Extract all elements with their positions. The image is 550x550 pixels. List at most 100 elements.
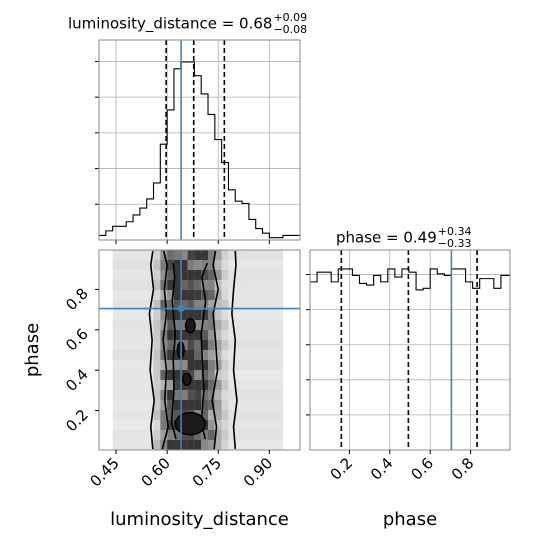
density-cell (228, 420, 283, 430)
density-cell (208, 380, 215, 390)
density-cell (173, 410, 181, 420)
density-cell (173, 290, 181, 300)
density-cell (194, 250, 202, 260)
density-cell (160, 430, 168, 440)
density-cell (153, 320, 161, 330)
density-cell (112, 390, 154, 400)
density-cell (228, 270, 283, 280)
density-cell (201, 440, 209, 450)
density-cell (180, 260, 188, 270)
density-cell (208, 350, 215, 360)
density-cell (180, 360, 188, 370)
density-cell (167, 330, 174, 340)
density-cell (214, 280, 222, 290)
density-cell (187, 280, 195, 290)
density-cell (208, 250, 215, 260)
density-cell (228, 380, 283, 390)
density-cell (167, 280, 174, 290)
density-cell (153, 430, 161, 440)
density-cell (208, 410, 215, 420)
density-cell (228, 330, 283, 340)
density-cell (201, 330, 209, 340)
density-cell (112, 360, 154, 370)
density-cell (201, 350, 209, 360)
density-cell (194, 400, 202, 410)
x-tick-label: 0.90 (240, 454, 276, 490)
density-cell (187, 370, 195, 380)
hist-phase-frame (309, 249, 511, 451)
x-tick-label: 0.2 (327, 454, 357, 484)
density-cell (221, 300, 229, 310)
density-cell (214, 300, 222, 310)
density-cell (201, 310, 209, 320)
density-cell (180, 380, 188, 390)
density-cell (167, 290, 174, 300)
density-cell (167, 370, 174, 380)
density-cell (194, 300, 202, 310)
density-cell (112, 380, 154, 390)
density-cell (214, 390, 222, 400)
density-cell (112, 300, 154, 310)
density-cell (153, 280, 161, 290)
density-cell (221, 420, 229, 430)
title-luminosity-distance: luminosity_distance = 0.68 +0.09 −0.08 (68, 12, 307, 36)
x-tick-label: 0.6 (407, 454, 437, 484)
density-cell (173, 270, 181, 280)
density-cell (160, 370, 168, 380)
density-cell (221, 260, 229, 270)
density-cell (208, 420, 215, 430)
density-cell (221, 430, 229, 440)
density-cell (201, 360, 209, 370)
density-cell (180, 330, 188, 340)
density-cell (221, 410, 229, 420)
density-cell (228, 320, 283, 330)
density-cell (201, 320, 209, 330)
density-cell (214, 290, 222, 300)
density-cell (194, 390, 202, 400)
density-cell (187, 400, 195, 410)
density-cell (221, 310, 229, 320)
title-plus: +0.34 (437, 225, 472, 238)
density-cell (214, 320, 222, 330)
y-tick-label: 0.4 (62, 365, 92, 395)
density-cell (160, 300, 168, 310)
density-cell (187, 300, 195, 310)
x-tick-label: 0.45 (87, 454, 123, 490)
contour-blob (174, 411, 206, 436)
hist-luminosity-distance-frame (98, 39, 301, 241)
density-cell (187, 250, 195, 260)
density-cell (187, 360, 195, 370)
density-cell (187, 350, 195, 360)
contour-line (161, 250, 169, 450)
density-cell (214, 410, 222, 420)
density-cell (228, 410, 283, 420)
density-cell (167, 320, 174, 330)
density-cell (180, 390, 188, 400)
density-cell (160, 410, 168, 420)
density-cell (194, 270, 202, 280)
density-cell (112, 290, 154, 300)
density-cell (208, 370, 215, 380)
density-cell (180, 320, 188, 330)
density-cell (194, 260, 202, 270)
density-cell (112, 260, 154, 270)
density-cell (180, 400, 188, 410)
density-cell (153, 400, 161, 410)
density-cell (153, 270, 161, 280)
density-cell (173, 370, 181, 380)
density-cell (153, 330, 161, 340)
density-cell (167, 250, 174, 260)
density-cell (221, 400, 229, 410)
density-cell (194, 370, 202, 380)
density-cell (221, 370, 229, 380)
density-cell (160, 420, 168, 430)
density-cell (112, 330, 154, 340)
density-cell (180, 250, 188, 260)
density-cell (153, 290, 161, 300)
density-cell (201, 410, 209, 420)
density-cell (112, 270, 154, 280)
density-cell (153, 380, 161, 390)
density-cell (214, 350, 222, 360)
density-panel: 0.45 0.60 0.75 0.90 0.2 0.4 0.6 0.8 (62, 249, 301, 490)
density-cell (173, 360, 181, 370)
